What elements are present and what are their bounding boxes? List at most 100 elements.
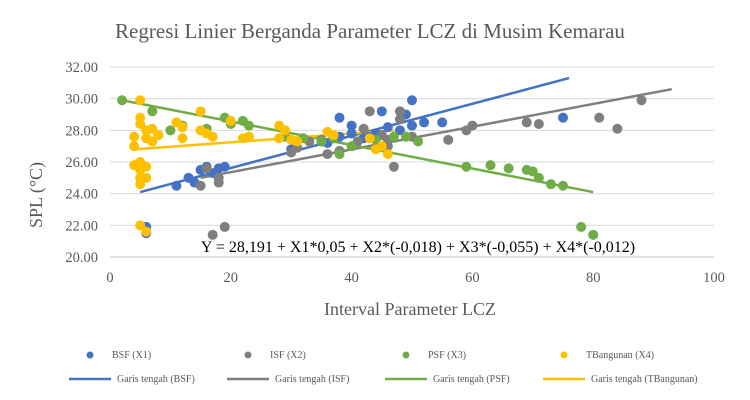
regression-equation: Y = 28,191 + X1*0,05 + X2*(-0,018) + X3*… bbox=[201, 239, 635, 256]
data-point bbox=[382, 122, 393, 133]
data-point bbox=[219, 161, 230, 172]
trendline bbox=[200, 87, 672, 180]
data-point bbox=[533, 119, 544, 129]
data-point bbox=[177, 122, 188, 133]
data-point bbox=[135, 220, 146, 231]
data-point bbox=[545, 179, 556, 190]
x-tick-label: 40 bbox=[344, 270, 359, 286]
y-tick-label: 20.00 bbox=[65, 250, 98, 266]
data-point bbox=[165, 125, 176, 136]
data-point bbox=[274, 133, 285, 144]
data-point bbox=[135, 95, 146, 106]
legend-label: ISF (X2) bbox=[270, 350, 306, 361]
data-point bbox=[147, 123, 158, 134]
data-point bbox=[201, 163, 212, 174]
legend: BSF (X1) ISF (X2) PSF (X3) TBangunan (X4) Ga… bbox=[69, 350, 698, 385]
data-point bbox=[243, 120, 254, 131]
data-point bbox=[588, 229, 599, 240]
data-point bbox=[527, 166, 538, 177]
data-point bbox=[195, 106, 206, 117]
data-point bbox=[207, 229, 218, 240]
data-point bbox=[207, 131, 218, 142]
data-point bbox=[388, 131, 399, 142]
legend-marker bbox=[402, 351, 410, 359]
data-point bbox=[521, 117, 532, 128]
legend-label: Garis tengah (TBangunan) bbox=[591, 374, 698, 385]
data-point bbox=[394, 106, 405, 117]
data-point bbox=[419, 117, 430, 128]
x-tick-label: 80 bbox=[586, 270, 601, 286]
data-point bbox=[153, 130, 164, 141]
y-tick-label: 32.00 bbox=[65, 60, 98, 76]
data-point bbox=[280, 125, 291, 136]
data-point bbox=[171, 180, 182, 191]
data-point bbox=[141, 172, 152, 183]
data-point bbox=[636, 95, 647, 106]
data-point bbox=[219, 221, 230, 232]
data-point bbox=[147, 136, 158, 147]
data-point bbox=[413, 136, 424, 147]
legend-label: Garis tengah (PSF) bbox=[433, 374, 510, 385]
data-point bbox=[358, 123, 369, 134]
data-point bbox=[141, 161, 152, 172]
data-point bbox=[503, 163, 514, 174]
data-point bbox=[292, 136, 303, 147]
legend-marker bbox=[244, 351, 252, 359]
x-tick-label: 60 bbox=[465, 270, 480, 286]
data-point bbox=[407, 120, 417, 131]
data-point bbox=[388, 161, 399, 172]
x-axis-title: Interval Parameter LCZ bbox=[324, 299, 496, 319]
data-point bbox=[376, 141, 387, 152]
x-tick-label: 0 bbox=[106, 270, 113, 286]
data-point bbox=[322, 149, 333, 160]
data-point bbox=[346, 141, 357, 152]
data-point bbox=[334, 149, 345, 160]
data-point bbox=[364, 106, 375, 117]
legend-marker bbox=[86, 351, 94, 359]
y-tick-label: 22.00 bbox=[65, 218, 98, 234]
data-point bbox=[382, 149, 393, 160]
data-point bbox=[364, 133, 375, 144]
legend-label: TBangunan (X4) bbox=[586, 350, 654, 361]
data-point bbox=[334, 112, 345, 123]
data-point bbox=[316, 136, 327, 147]
data-point bbox=[443, 134, 454, 145]
data-point bbox=[376, 106, 387, 117]
data-point bbox=[346, 120, 357, 131]
data-point bbox=[135, 112, 146, 123]
data-point bbox=[558, 180, 568, 191]
data-point bbox=[213, 177, 224, 188]
data-point bbox=[394, 125, 405, 136]
y-axis-title: SPL (°C) bbox=[26, 162, 47, 228]
data-point bbox=[346, 128, 357, 139]
data-point bbox=[328, 130, 339, 141]
x-tick-label: 20 bbox=[224, 270, 239, 286]
data-point bbox=[141, 226, 152, 237]
data-point bbox=[394, 114, 405, 125]
data-point bbox=[135, 179, 146, 190]
data-points bbox=[117, 95, 647, 240]
data-point bbox=[467, 120, 478, 131]
data-point bbox=[558, 112, 568, 123]
data-point bbox=[437, 117, 448, 128]
legend-label: PSF (X3) bbox=[428, 350, 466, 361]
data-point bbox=[533, 172, 544, 183]
y-tick-label: 28.00 bbox=[65, 123, 98, 139]
data-point bbox=[485, 160, 496, 171]
data-point bbox=[594, 112, 605, 123]
y-tick-label: 26.00 bbox=[65, 155, 98, 171]
chart-title: Regresi Linier Berganda Parameter LCZ di… bbox=[115, 19, 625, 43]
legend-label: BSF (X1) bbox=[112, 350, 151, 361]
data-point bbox=[407, 95, 417, 106]
legend-label: Garis tengah (BSF) bbox=[117, 374, 195, 385]
data-point bbox=[225, 115, 236, 126]
data-point bbox=[400, 131, 411, 142]
x-tick-label: 100 bbox=[703, 270, 725, 286]
data-point bbox=[461, 161, 472, 172]
data-point bbox=[612, 123, 623, 134]
data-point bbox=[243, 131, 254, 142]
data-point bbox=[177, 133, 188, 144]
y-axis-ticks: 20.00 22.00 24.00 26.00 28.00 30.00 32.00 bbox=[65, 60, 98, 266]
